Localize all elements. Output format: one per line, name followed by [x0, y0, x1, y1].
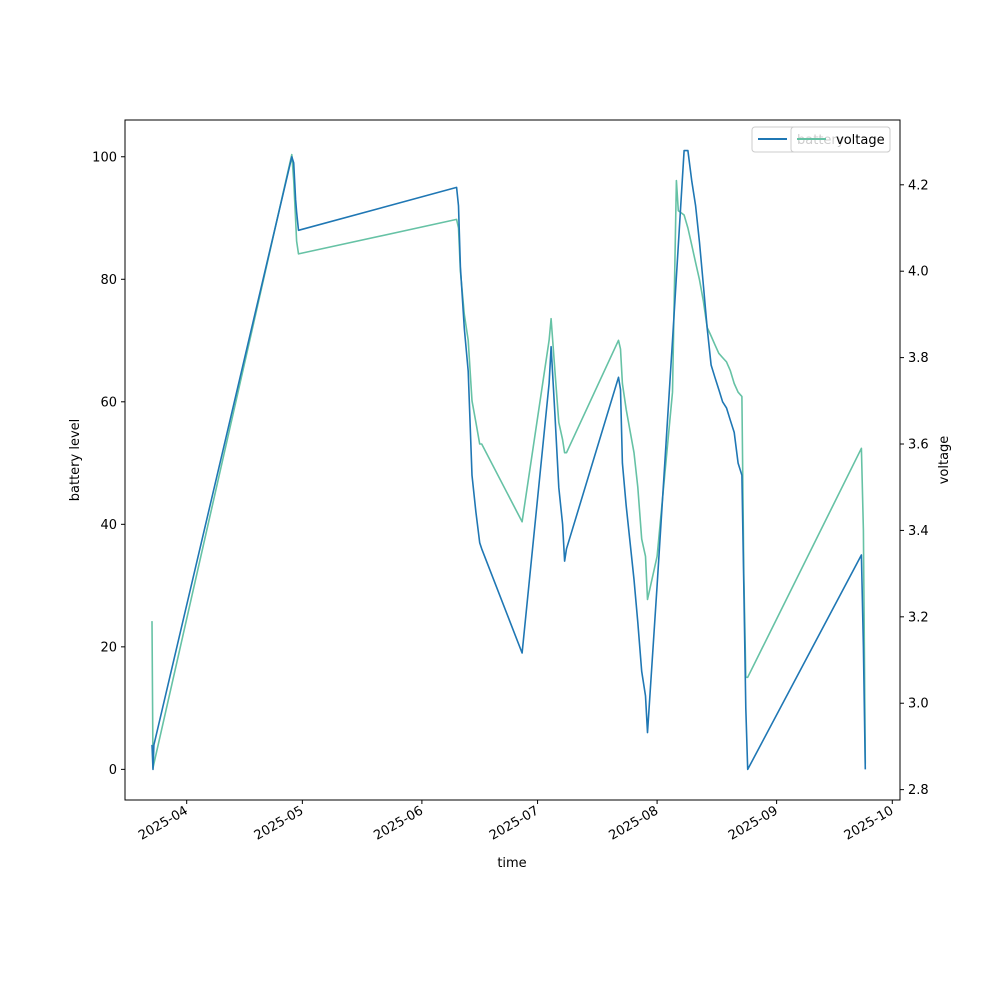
legend-voltage-box [790, 126, 891, 153]
x-tick-label: 2025-08 [607, 803, 662, 843]
series-battery-line [151, 149, 867, 771]
x-tick-label: 2025-07 [487, 803, 542, 843]
x-tick-label: 2025-05 [252, 803, 307, 843]
y-right-tick-label: 2.8 [908, 783, 929, 798]
y-axis-right-label: voltage [937, 436, 952, 485]
y-right-tick-label: 4.2 [908, 178, 929, 193]
x-tick-label: 2025-04 [136, 803, 191, 843]
y-left-tick-label: 100 [92, 150, 117, 165]
plot-area [125, 120, 900, 800]
y-right-tick-label: 3.8 [908, 351, 929, 366]
x-axis: 2025-04 2025-05 2025-06 2025-07 2025-08 2025-… [136, 800, 896, 844]
x-axis-label: time [497, 856, 526, 871]
y-right-tick-label: 3.0 [908, 697, 929, 712]
x-tick-label: 2025-09 [726, 803, 781, 843]
y-axis-right: 2.8 3.0 3.2 3.4 3.6 3.8 4.0 4.2 [900, 178, 929, 798]
plot-frame [124, 119, 901, 801]
y-left-tick-label: 80 [100, 273, 117, 288]
y-left-tick-label: 60 [100, 395, 117, 410]
series-layer [151, 149, 867, 771]
x-tick-label: 2025-10 [842, 803, 897, 843]
x-tick-label: 2025-06 [371, 803, 426, 843]
legend-voltage-label: voltage [836, 133, 885, 148]
y-axis-left: 0 20 40 60 80 100 [92, 150, 125, 778]
legend-voltage: voltage [790, 126, 891, 153]
y-left-tick-label: 0 [109, 763, 117, 778]
y-right-tick-label: 3.2 [908, 610, 929, 625]
y-right-tick-label: 3.4 [908, 524, 929, 539]
y-axis-left-label: battery level [68, 419, 83, 502]
y-left-tick-label: 40 [100, 518, 117, 533]
y-right-tick-label: 3.6 [908, 438, 929, 453]
y-left-tick-label: 20 [100, 640, 117, 655]
y-right-tick-label: 4.0 [908, 265, 929, 280]
